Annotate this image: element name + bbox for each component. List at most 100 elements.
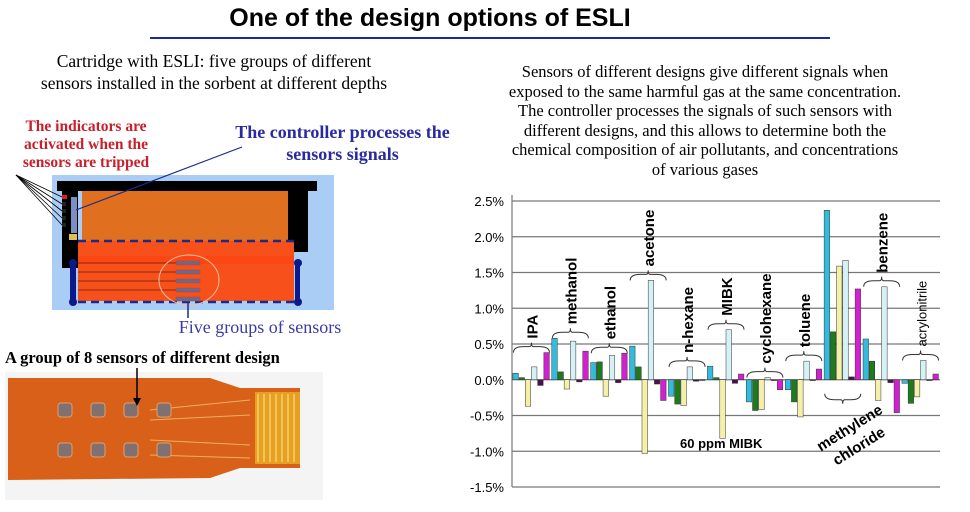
category-label: benzene bbox=[875, 213, 892, 273]
y-tick-label: 1.5% bbox=[474, 266, 504, 281]
bar bbox=[543, 352, 550, 380]
sensors-note: Five groups of sensors bbox=[178, 317, 342, 337]
bar bbox=[635, 366, 642, 381]
category-brace bbox=[785, 351, 823, 362]
bar bbox=[770, 379, 777, 381]
bar bbox=[731, 379, 738, 384]
bar bbox=[641, 379, 648, 454]
bar bbox=[746, 379, 753, 403]
bar bbox=[629, 345, 636, 380]
bar bbox=[881, 286, 888, 380]
y-tick-label: -1.0% bbox=[470, 444, 504, 459]
y-tick-label: -0.5% bbox=[470, 409, 504, 424]
indicator-pointer-lines bbox=[15, 174, 63, 226]
bar bbox=[803, 360, 810, 381]
caption-line: Cartridge with ESLI: five groups of diff… bbox=[56, 51, 372, 71]
category-brace bbox=[629, 270, 667, 281]
sensor-pcb bbox=[8, 378, 300, 480]
bar bbox=[809, 379, 816, 381]
category-brace bbox=[668, 356, 706, 367]
bar bbox=[823, 210, 830, 380]
explanation-line: The controller processes the signals of … bbox=[518, 101, 892, 120]
bar bbox=[654, 379, 661, 385]
bar bbox=[848, 376, 855, 381]
bar bbox=[752, 379, 759, 411]
explanation-line: of various gases bbox=[651, 159, 759, 179]
sensor-highlight-ellipse bbox=[158, 254, 220, 306]
bar bbox=[647, 280, 654, 380]
category-label: IPA bbox=[524, 315, 541, 339]
cartridge-right-wall bbox=[288, 188, 308, 252]
bar bbox=[777, 379, 784, 391]
bar bbox=[531, 366, 538, 381]
indicator-lit bbox=[62, 195, 67, 199]
bar bbox=[615, 379, 622, 383]
bar bbox=[758, 379, 765, 411]
category-brace bbox=[824, 393, 862, 404]
bar bbox=[602, 379, 609, 397]
bar bbox=[551, 338, 558, 380]
bar bbox=[693, 379, 700, 382]
caption-line: sensors installed in the sorbent at diff… bbox=[40, 73, 388, 93]
explanation-line: chemical composition of air pollutants, … bbox=[511, 140, 899, 159]
bar bbox=[563, 379, 570, 390]
y-tick-label: 0.0% bbox=[474, 373, 504, 388]
bar bbox=[875, 379, 882, 401]
y-tick-label: 2.5% bbox=[474, 194, 504, 209]
bar bbox=[842, 260, 849, 380]
bar bbox=[680, 379, 687, 406]
bar bbox=[686, 366, 693, 381]
category-brace bbox=[746, 367, 784, 378]
sensor-chips bbox=[57, 402, 172, 458]
category-label: cyclohexane bbox=[758, 274, 775, 364]
category-label: acrylonitrile bbox=[915, 281, 930, 347]
bar bbox=[926, 379, 933, 381]
category-label: MIBK bbox=[719, 277, 736, 315]
bar bbox=[862, 338, 869, 380]
category-brace bbox=[863, 276, 901, 287]
category-label: methanol bbox=[563, 258, 580, 325]
bar bbox=[537, 379, 544, 386]
indicators bbox=[62, 202, 66, 227]
controller-board bbox=[71, 197, 77, 233]
title-underline bbox=[150, 37, 830, 39]
bar bbox=[830, 331, 837, 380]
controller-note: The controller processes the sensors sig… bbox=[235, 122, 450, 164]
sensor-group-note: A group of 8 sensors of different design bbox=[5, 348, 280, 367]
indicators-note: The indicators are activated when the se… bbox=[22, 118, 150, 171]
y-tick-label: 2.0% bbox=[474, 230, 504, 245]
bar bbox=[512, 373, 519, 381]
category-brace bbox=[707, 319, 745, 330]
y-tick-label: -1.5% bbox=[470, 480, 504, 495]
bar bbox=[582, 350, 589, 380]
category-brace bbox=[512, 342, 550, 353]
cartridge-lid bbox=[57, 181, 317, 191]
bar bbox=[815, 368, 822, 380]
bar bbox=[570, 340, 577, 381]
category-label: ethanol bbox=[602, 286, 619, 339]
bar bbox=[660, 379, 667, 401]
bar bbox=[791, 379, 798, 403]
y-tick-label: 1.0% bbox=[474, 301, 504, 316]
explanation-line: exposed to the same harmful gas at the s… bbox=[508, 81, 902, 101]
bar bbox=[576, 379, 583, 383]
bar bbox=[621, 353, 628, 381]
bar bbox=[719, 379, 726, 439]
explanation-line: different designs, and this allows to de… bbox=[523, 120, 887, 140]
bar bbox=[887, 379, 894, 383]
bar bbox=[557, 371, 564, 381]
bar bbox=[518, 377, 525, 381]
slide-title: One of the design options of ESLI bbox=[229, 4, 631, 32]
bar bbox=[707, 365, 714, 381]
connector bbox=[69, 234, 77, 240]
cartridge-caption: Cartridge with ESLI: five groups of diff… bbox=[0, 50, 428, 94]
chart-annotation: 60 ppm MIBK bbox=[680, 436, 763, 451]
bar bbox=[596, 361, 603, 380]
bar bbox=[907, 379, 914, 404]
sensor-groups bbox=[175, 260, 201, 302]
bar bbox=[784, 379, 791, 391]
bar bbox=[738, 373, 745, 380]
bar bbox=[920, 360, 927, 381]
category-brace bbox=[551, 328, 589, 339]
